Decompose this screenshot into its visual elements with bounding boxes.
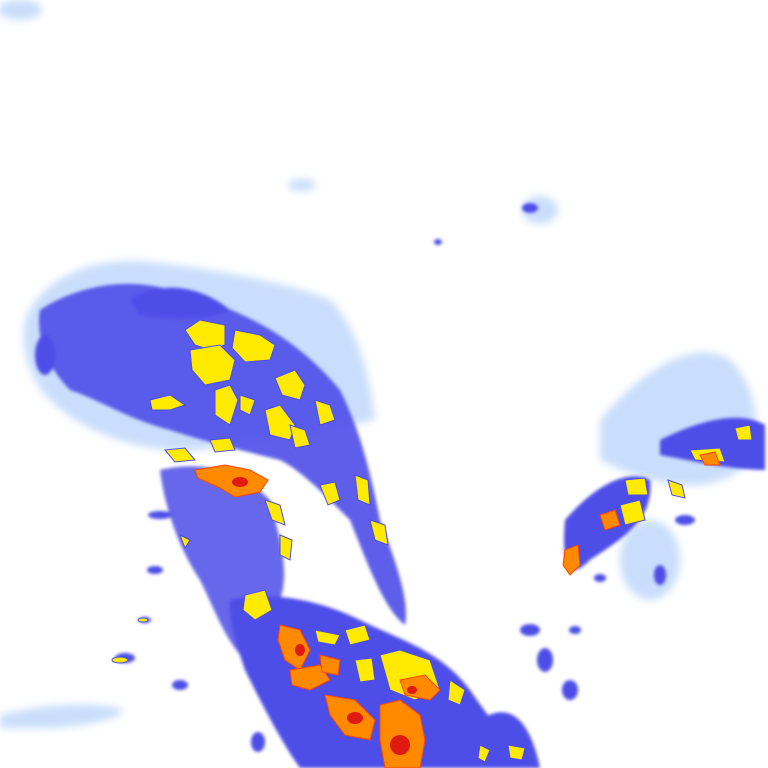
extreme-precip <box>232 477 417 755</box>
heavy-precip <box>111 319 753 763</box>
